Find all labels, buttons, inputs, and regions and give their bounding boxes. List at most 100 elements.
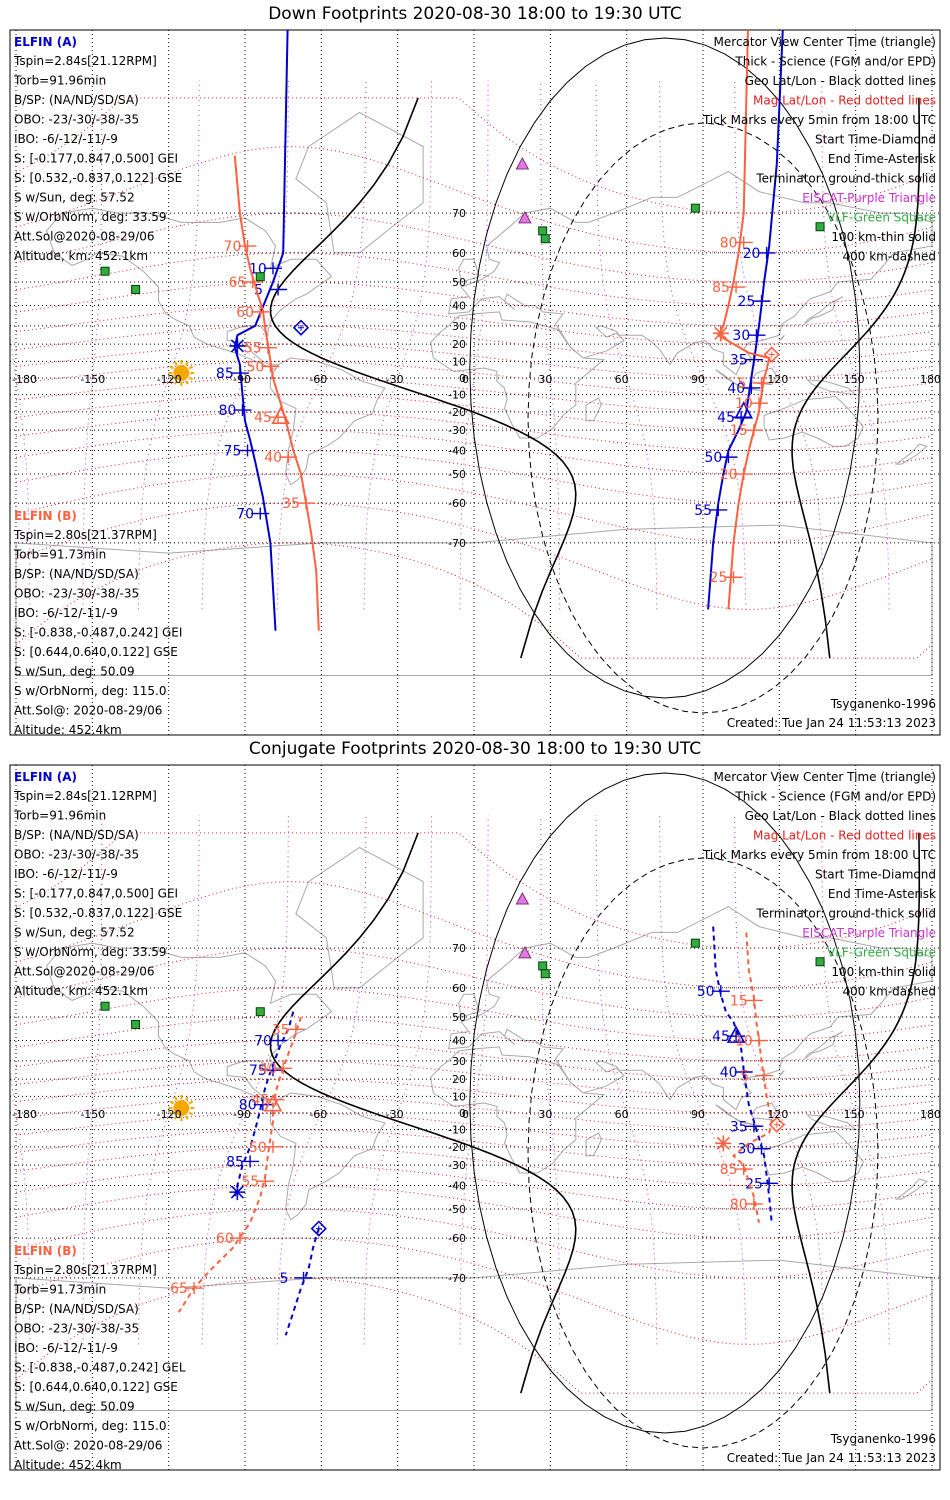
coastline-4 [430, 311, 606, 439]
center-triangle [726, 1025, 746, 1043]
track-tick-label: 85 [720, 1162, 738, 1178]
lat-tick-label: -20 [448, 406, 466, 419]
lon-tick-label: 60 [615, 373, 629, 386]
track-tick-label: 30 [732, 328, 750, 344]
lat-tick-label: 20 [452, 1073, 466, 1086]
elfin-b-line: Altitude: 452.4km [14, 723, 122, 737]
elfin-a-line: IBO: -6/-12/-11/-9 [14, 132, 118, 146]
map-layer: 7075808553540455055606550454035302515105… [10, 765, 940, 1470]
mag-meridian [82, 815, 103, 1345]
elfin-b-line: B/SP: (NA/ND/SD/SA) [14, 1302, 139, 1316]
mag-parallel [15, 832, 933, 949]
elfin-a-line: Att.Sol@2020-08-29/06 [14, 230, 155, 244]
elfin-a-line: B/SP: (NA/ND/SD/SA) [14, 828, 139, 842]
track-tick-label: 60 [216, 1231, 234, 1247]
footprint-tracks: 1058580757070656055504540352025303540455… [216, 30, 784, 631]
coastline-1 [269, 357, 386, 486]
center-triangle [263, 1093, 283, 1112]
lat-tick-label: -40 [448, 444, 466, 457]
coastline-9 [715, 369, 765, 392]
lat-tick-label: 30 [452, 320, 466, 333]
lat-tick-label: 40 [452, 300, 466, 313]
coastline-14 [15, 524, 933, 676]
vlf-square [100, 266, 110, 276]
elfin-a-name: ELFIN (A) [14, 35, 77, 49]
track-tick-label: 75 [249, 1063, 267, 1079]
coastline-8 [804, 296, 844, 325]
track-tick-label: 70 [224, 239, 242, 255]
lon-tick-label: 120 [767, 373, 788, 386]
legend-line: Tick Marks every 5min from 18:00 UTC [702, 113, 936, 127]
eiscat-triangle [515, 891, 530, 905]
center-triangle [734, 401, 754, 419]
coastline-4 [430, 1046, 606, 1174]
legend-line: Mercator View Center Time (triangle) [714, 35, 936, 49]
track-a-west-2 [284, 1228, 320, 1336]
lon-tick-label: 180 [920, 373, 941, 386]
lat-tick-label: 0 [459, 1107, 466, 1120]
start-diamond [310, 1220, 327, 1237]
terminator-400km-dashed [527, 857, 879, 1449]
legend-line: Terminator: ground-thick solid [755, 172, 936, 186]
coastline-6 [458, 258, 480, 283]
track-tick-label: 15 [730, 423, 748, 439]
model-label: Tsyganenko-1996 [830, 697, 936, 711]
lat-tick-label: -10 [448, 389, 466, 402]
sun-icon [168, 1095, 195, 1122]
lon-tick-label: 150 [844, 1108, 865, 1121]
elfin-b-line: IBO: -6/-12/-11/-9 [14, 606, 118, 620]
geo-graticule [10, 765, 940, 1470]
terminator-thick-east [791, 97, 921, 659]
coastline-13 [778, 1069, 785, 1077]
track-tick-label: 55 [694, 503, 712, 519]
mag-meridian [459, 80, 489, 610]
mag-meridian [540, 80, 561, 610]
lon-tick-label: -120 [157, 373, 182, 386]
lat-tick-label: -30 [448, 424, 466, 437]
elfin-a-line: Altitude, km: 452.1km [14, 249, 148, 263]
legend-line: 400 km-dashed [842, 250, 936, 264]
terminator-400km-dashed [527, 122, 879, 714]
vlf-square [815, 957, 825, 967]
track-tick-label: 35 [282, 496, 300, 512]
elfin-b-line: Att.Sol@: 2020-08-29/06 [14, 704, 162, 718]
conjugate-footprints-map: 7075808553540455055606550454035302515105… [9, 764, 941, 1472]
mag-parallel [15, 97, 933, 214]
lon-tick-label: -90 [233, 373, 251, 386]
track-tick-label: 40 [259, 1061, 277, 1077]
lat-tick-label: -30 [448, 1159, 466, 1172]
track-a-west [233, 1011, 295, 1197]
center-triangle [271, 406, 290, 425]
vlf-square [255, 272, 265, 282]
track-tick-label: 5 [740, 1069, 749, 1085]
legend-line: 400 km-dashed [842, 985, 936, 999]
terminator-thick-west [269, 832, 577, 1394]
created-label: Created: Tue Jan 24 11:53:13 2023 [727, 1451, 936, 1465]
lon-tick-label: 30 [538, 1108, 552, 1121]
track-tick-label: 65 [170, 1281, 188, 1297]
track-tick-label: 85 [216, 366, 234, 382]
elfin-a-line: S w/OrbNorm, deg: 33.59 [14, 945, 166, 959]
elfin-b-line: S w/Sun, deg: 50.09 [14, 665, 135, 679]
legend-line: Geo Lat/Lon - Black dotted lines [745, 74, 936, 88]
mag-meridian [138, 815, 200, 1345]
mag-parallel [15, 1164, 933, 1210]
lat-tick-label: 50 [452, 1011, 466, 1024]
geo-graticule [10, 30, 940, 735]
coastline-2 [295, 846, 424, 989]
end-asterisk [229, 337, 246, 354]
lon-tick-label: 60 [615, 1108, 629, 1121]
legend-line: Thick - Science (FGM and/or EPD) [734, 55, 936, 69]
elfin-a-line: Torb=91.96min [13, 809, 106, 823]
lat-tick-label: 20 [452, 338, 466, 351]
lat-tick-label: 60 [452, 982, 466, 995]
elfin-b-line: S: [-0.838,-0.487,0.242] GEI [14, 626, 182, 640]
terminator-thick-east [791, 832, 921, 1394]
track-tick-label: 5 [280, 1271, 289, 1287]
coastlines [15, 846, 933, 1411]
sun-icon [168, 360, 195, 387]
legend-line: 100 km-thin solid [831, 230, 936, 244]
panel-1-title: Down Footprints 2020-08-30 18:00 to 19:3… [268, 4, 682, 24]
track-tick-label: 80 [730, 1197, 748, 1213]
elfin-a-line: S w/OrbNorm, deg: 33.59 [14, 210, 166, 224]
